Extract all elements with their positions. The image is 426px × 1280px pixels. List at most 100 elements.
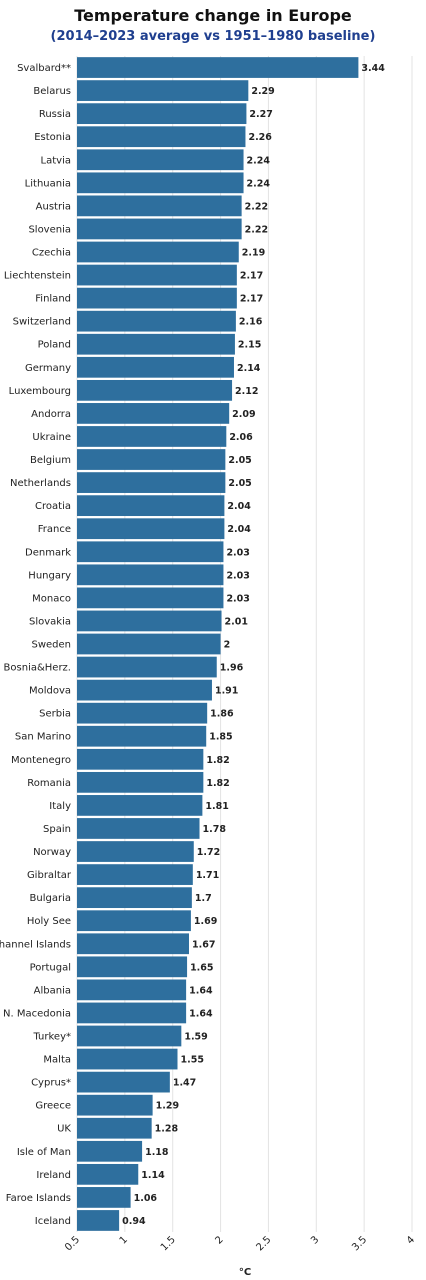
bar	[77, 1048, 178, 1070]
bar	[77, 287, 237, 309]
bar	[77, 1002, 187, 1024]
bar	[77, 887, 192, 909]
value-label: 1.14	[141, 1170, 165, 1181]
x-tick-label: 3.5	[350, 1234, 369, 1253]
value-label: 2.17	[240, 294, 263, 305]
category-label: Monaco	[32, 593, 71, 604]
value-label: 1.72	[197, 847, 220, 858]
value-label: 3.44	[361, 63, 385, 74]
value-label: 1.28	[155, 1124, 179, 1135]
bar	[77, 1071, 170, 1093]
chart-subtitle: (2014–2023 average vs 1951–1980 baseline…	[50, 29, 376, 44]
bar	[77, 1025, 182, 1047]
value-label: 1.18	[145, 1147, 169, 1158]
category-label: Netherlands	[10, 478, 71, 489]
category-label: Ukraine	[32, 432, 71, 443]
value-label: 1.64	[189, 985, 213, 996]
value-label: 2.06	[229, 432, 253, 443]
bar	[77, 841, 194, 862]
value-label: 1.64	[189, 1008, 213, 1019]
category-label: Lithuania	[25, 178, 71, 189]
category-label: Poland	[38, 340, 71, 351]
value-label: 2.26	[248, 132, 272, 143]
bar	[77, 80, 249, 101]
value-label: 1.65	[190, 962, 213, 973]
bar	[77, 679, 212, 701]
category-label: Italy	[49, 801, 71, 812]
bars	[77, 57, 359, 1231]
category-label: Austria	[36, 201, 71, 212]
bar	[77, 818, 200, 839]
category-label: Liechtenstein	[4, 271, 71, 282]
value-label: 2.24	[247, 178, 271, 189]
bar	[77, 933, 189, 955]
value-label: 1.67	[192, 939, 215, 950]
bar	[77, 333, 235, 355]
bar	[77, 449, 226, 470]
value-label: 1.85	[209, 732, 232, 743]
bar	[77, 264, 237, 286]
value-label: 1.86	[210, 709, 234, 720]
value-label: 1.55	[181, 1055, 204, 1066]
category-label: Slovenia	[28, 224, 71, 235]
category-label: Germany	[25, 363, 71, 374]
value-label: 1.82	[206, 778, 229, 789]
category-label: Channel Islands	[0, 939, 71, 950]
bar	[77, 956, 188, 978]
category-label: Slovakia	[29, 616, 71, 627]
bar	[77, 633, 221, 655]
category-label: Czechia	[32, 248, 71, 259]
value-label: 2.29	[251, 86, 274, 97]
x-axis-label: °C	[239, 1267, 251, 1278]
x-tick-label: 1	[118, 1234, 130, 1246]
bar	[77, 495, 225, 517]
bar	[77, 610, 222, 632]
bar	[77, 195, 242, 217]
bar	[77, 979, 187, 1001]
category-label: Cyprus*	[31, 1078, 71, 1089]
value-label: 2.16	[239, 317, 263, 328]
category-label: Estonia	[34, 132, 71, 143]
chart-title: Temperature change in Europe	[74, 6, 352, 25]
bar	[77, 426, 227, 447]
bar	[77, 472, 226, 493]
value-label: 2.17	[240, 271, 263, 282]
bar	[77, 864, 193, 885]
bar	[77, 1210, 120, 1231]
value-label: 1.69	[194, 916, 217, 927]
value-label: 1.82	[206, 755, 229, 766]
bar	[77, 172, 244, 194]
bar	[77, 379, 233, 401]
x-tick-label: 0.5	[63, 1234, 82, 1253]
value-labels: 3.44 2.29 2.27 2.26 2.24 2.24 2.22 2.22 2.19 2.17…	[122, 63, 385, 1227]
bar	[77, 57, 359, 78]
bar	[77, 795, 203, 816]
value-label: 2.19	[242, 248, 265, 259]
bar	[77, 771, 204, 793]
x-tick-label: 2	[213, 1234, 225, 1246]
value-label: 2.15	[238, 340, 261, 351]
bar	[77, 564, 224, 586]
bar	[77, 1140, 143, 1162]
category-label: Belarus	[33, 86, 71, 97]
category-label: Gibraltar	[27, 870, 72, 881]
x-axis-ticks: 0.5 1 1.5 2 2.5 3 3.5 4	[63, 1234, 417, 1253]
value-label: 2.24	[247, 155, 271, 166]
category-label: N. Macedonia	[3, 1008, 71, 1019]
category-label: Spain	[43, 824, 71, 835]
bar	[77, 541, 224, 563]
bar	[77, 1163, 139, 1185]
value-label: 1.78	[203, 824, 227, 835]
value-label: 1.47	[173, 1078, 196, 1089]
bar	[77, 103, 247, 125]
bar	[77, 403, 230, 424]
category-label: UK	[57, 1124, 71, 1135]
bar	[77, 725, 207, 747]
value-label: 2.22	[245, 224, 268, 235]
category-label: Bosnia&Herz.	[4, 663, 71, 674]
value-label: 2.12	[235, 386, 258, 397]
category-label: Faroe Islands	[6, 1193, 71, 1204]
bar	[77, 149, 244, 171]
value-label: 2.01	[225, 616, 248, 627]
